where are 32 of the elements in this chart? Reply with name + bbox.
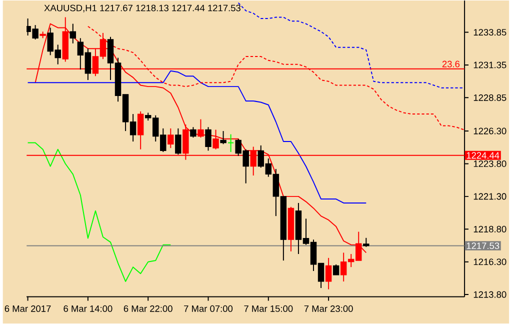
candlestick xyxy=(175,128,182,156)
candlestick xyxy=(220,130,226,145)
x-tick-label: 6 Mar 14:00 xyxy=(64,306,112,312)
y-tick-label: 1218.80 xyxy=(474,226,506,233)
y-tick-label: 1223.80 xyxy=(474,160,506,168)
x-tick-label: 7 Mar 07:00 xyxy=(184,306,233,312)
line-series xyxy=(27,142,172,282)
y-tick-label: 1213.80 xyxy=(474,292,506,298)
candlestick xyxy=(325,258,332,290)
y-tick-label: 1226.30 xyxy=(474,128,506,135)
candlestick xyxy=(205,126,212,152)
candlestick xyxy=(137,111,144,150)
chart-title: XAUUSD,H1 1217.67 1218.13 1217.44 1217.53 xyxy=(44,4,240,13)
y-tick-label: 1216.30 xyxy=(474,258,506,266)
ref-line-label: 1224.44 xyxy=(466,152,500,159)
candlestick xyxy=(363,238,370,248)
x-tick-label: 7 Mar 23:00 xyxy=(304,306,353,312)
candlestick xyxy=(168,128,174,149)
annotation: 23.6 xyxy=(442,61,460,68)
candlestick xyxy=(228,134,234,153)
x-tick-label: 7 Mar 15:00 xyxy=(244,306,293,312)
candlestick xyxy=(198,119,204,138)
y-tick-label: 1233.85 xyxy=(474,29,506,36)
y-tick-label: 1231.35 xyxy=(474,62,506,68)
candlestick xyxy=(212,129,219,150)
candlestick xyxy=(190,126,196,138)
candlestick xyxy=(70,24,76,44)
y-tick-label: 1221.30 xyxy=(474,193,506,200)
x-tick-label: 6 Mar 22:00 xyxy=(124,306,172,312)
ref-line-label: 1217.53 xyxy=(466,242,500,250)
x-tick-label: 6 Mar 2017 xyxy=(4,306,51,312)
y-tick-label: 1228.85 xyxy=(474,94,506,102)
